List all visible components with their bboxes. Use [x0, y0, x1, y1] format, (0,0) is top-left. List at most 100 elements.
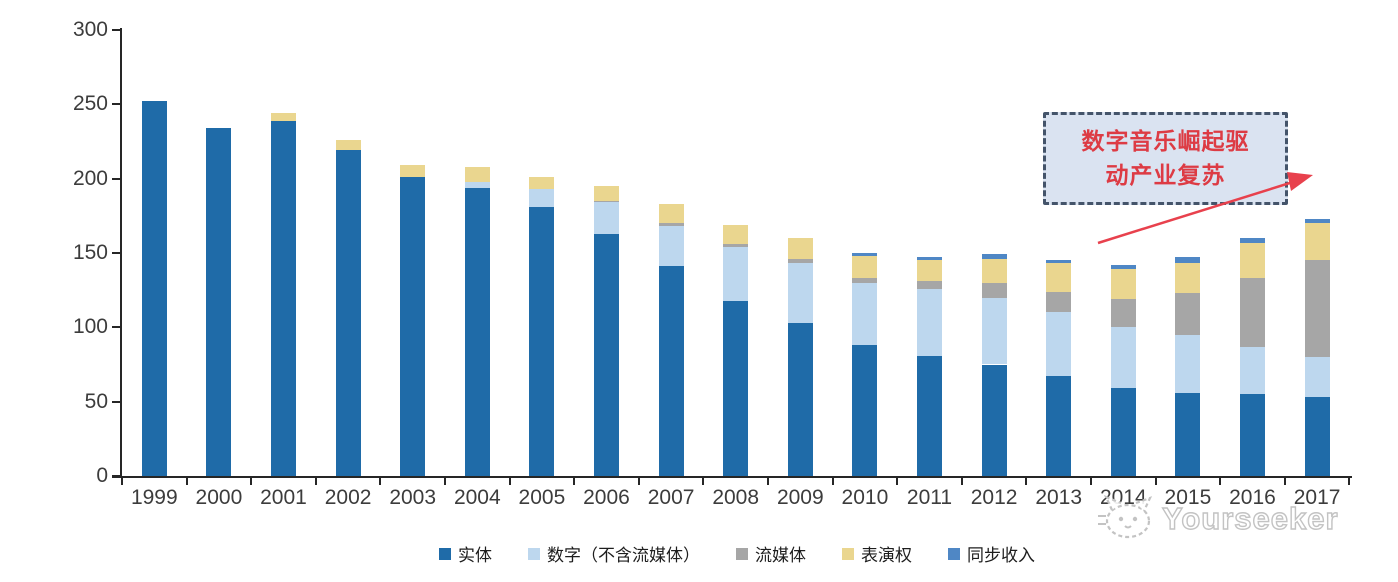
y-tick-mark [112, 475, 121, 477]
y-tick-label: 150 [72, 241, 108, 264]
bar-segment-2008 [723, 247, 749, 301]
bar-segment-2003 [400, 177, 426, 476]
bar-segment-2005 [529, 189, 555, 207]
bar-segment-2015 [1175, 263, 1201, 294]
x-axis-label-2006: 2006 [583, 486, 630, 509]
bar-segment-2004 [464, 166, 490, 182]
y-axis [120, 28, 122, 478]
bar-segment-2010 [852, 278, 878, 283]
bar-segment-2013 [1046, 376, 1072, 476]
x-tick-mark [960, 478, 963, 485]
bar-segment-2016 [1240, 278, 1265, 347]
x-axis-label-2000: 2000 [195, 486, 243, 509]
x-tick-mark [444, 478, 446, 485]
bar-segment-2016 [1240, 394, 1265, 476]
legend-swatch-icon [439, 547, 451, 560]
bar-segment-2004 [464, 181, 490, 188]
legend-label: 实体 [458, 546, 492, 565]
bar-segment-2005 [529, 177, 555, 190]
annotation-line-2: 动产业复苏 [1105, 161, 1226, 188]
y-tick-label: 300 [72, 18, 108, 41]
chart-legend: 实体 数字（不含流媒体） 流媒体 表演权 同步收入 [122, 541, 1352, 566]
bar-segment-2016 [1240, 346, 1265, 395]
bar-segment-2014 [1110, 264, 1136, 270]
y-tick-mark [112, 103, 121, 106]
legend-label: 表演权 [861, 546, 912, 565]
bar-segment-2017 [1304, 357, 1330, 398]
x-tick-mark [573, 478, 576, 485]
x-tick-mark [250, 478, 253, 485]
bar-segment-2002 [335, 150, 361, 476]
bar-segment-2008 [723, 224, 749, 245]
bar-segment-2007 [658, 266, 684, 476]
x-axis-label-2015: 2015 [1164, 486, 1212, 509]
bar-segment-2010 [852, 253, 878, 256]
annotation-callout: 数字音乐崛起驱 动产业复苏 [1043, 112, 1288, 205]
legend-item: 表演权 [842, 541, 912, 566]
y-tick-label: 0 [96, 464, 108, 487]
x-axis-label-2005: 2005 [518, 486, 566, 509]
bar-segment-2014 [1110, 299, 1136, 328]
x-tick-mark [1090, 478, 1092, 485]
bar-segment-2007 [658, 226, 684, 267]
bar-segment-2005 [529, 206, 555, 476]
x-axis-label-1999: 1999 [130, 486, 178, 509]
bar-segment-2010 [852, 282, 878, 346]
x-axis-label-2002: 2002 [324, 486, 372, 509]
x-tick-mark [896, 478, 899, 485]
bar-segment-2015 [1175, 257, 1201, 264]
bar-segment-2006 [594, 202, 619, 234]
bar-segment-2001 [271, 113, 296, 121]
y-tick-label: 100 [72, 315, 108, 339]
bar-segment-2013 [1046, 312, 1072, 377]
bar-segment-2011 [917, 288, 942, 356]
bar-segment-2009 [787, 263, 813, 323]
bar-segment-2012 [981, 364, 1007, 476]
x-axis-label-2011: 2011 [906, 486, 953, 509]
legend-label: 数字（不含流媒体） [547, 546, 700, 565]
bar-segment-2014 [1110, 269, 1136, 300]
y-tick-mark [112, 29, 121, 31]
y-tick-mark [112, 252, 121, 254]
bar-segment-2013 [1046, 291, 1072, 313]
watermark: Yourseeker [1088, 494, 1339, 544]
x-tick-mark [508, 478, 511, 485]
bar-segment-2003 [400, 165, 426, 178]
bar-segment-2009 [787, 238, 813, 259]
bar-segment-2012 [981, 282, 1007, 298]
legend-item: 同步收入 [948, 541, 1035, 566]
legend-swatch-icon [842, 547, 854, 560]
x-axis-label-2010: 2010 [841, 486, 889, 509]
x-tick-mark [314, 478, 317, 485]
cat-logo-icon [1098, 494, 1153, 539]
bar-segment-2016 [1240, 242, 1265, 279]
x-tick-mark [185, 478, 188, 485]
bar-segment-1999 [141, 101, 167, 476]
bar-segment-2011 [917, 260, 942, 282]
x-axis-label-2004: 2004 [453, 486, 501, 509]
bar-segment-2009 [787, 322, 813, 476]
bar-segment-2017 [1304, 260, 1330, 358]
legend-label: 同步收入 [967, 546, 1035, 565]
bar-segment-2008 [723, 244, 749, 248]
x-tick-mark [121, 478, 123, 485]
x-axis-label-2017: 2017 [1293, 486, 1341, 509]
bar-segment-2002 [335, 140, 361, 151]
x-axis-label-2001: 2001 [260, 486, 307, 509]
x-tick-mark [637, 478, 640, 485]
bar-segment-2010 [852, 255, 878, 279]
bar-segment-2012 [981, 258, 1007, 283]
bar-segment-2014 [1110, 388, 1136, 476]
bar-segment-2012 [981, 254, 1007, 259]
x-tick-mark [379, 478, 382, 485]
bar-segment-2015 [1175, 334, 1201, 393]
watermark-text: Yourseeker [1161, 500, 1339, 536]
x-tick-mark [1283, 478, 1286, 485]
bar-segment-2009 [787, 258, 813, 264]
bar-segment-2007 [658, 223, 684, 227]
bar-segment-2017 [1304, 397, 1330, 476]
legend-item: 流媒体 [736, 541, 806, 566]
y-tick-mark [112, 326, 121, 329]
bar-segment-2013 [1046, 260, 1072, 264]
x-axis-label-2007: 2007 [647, 486, 695, 509]
